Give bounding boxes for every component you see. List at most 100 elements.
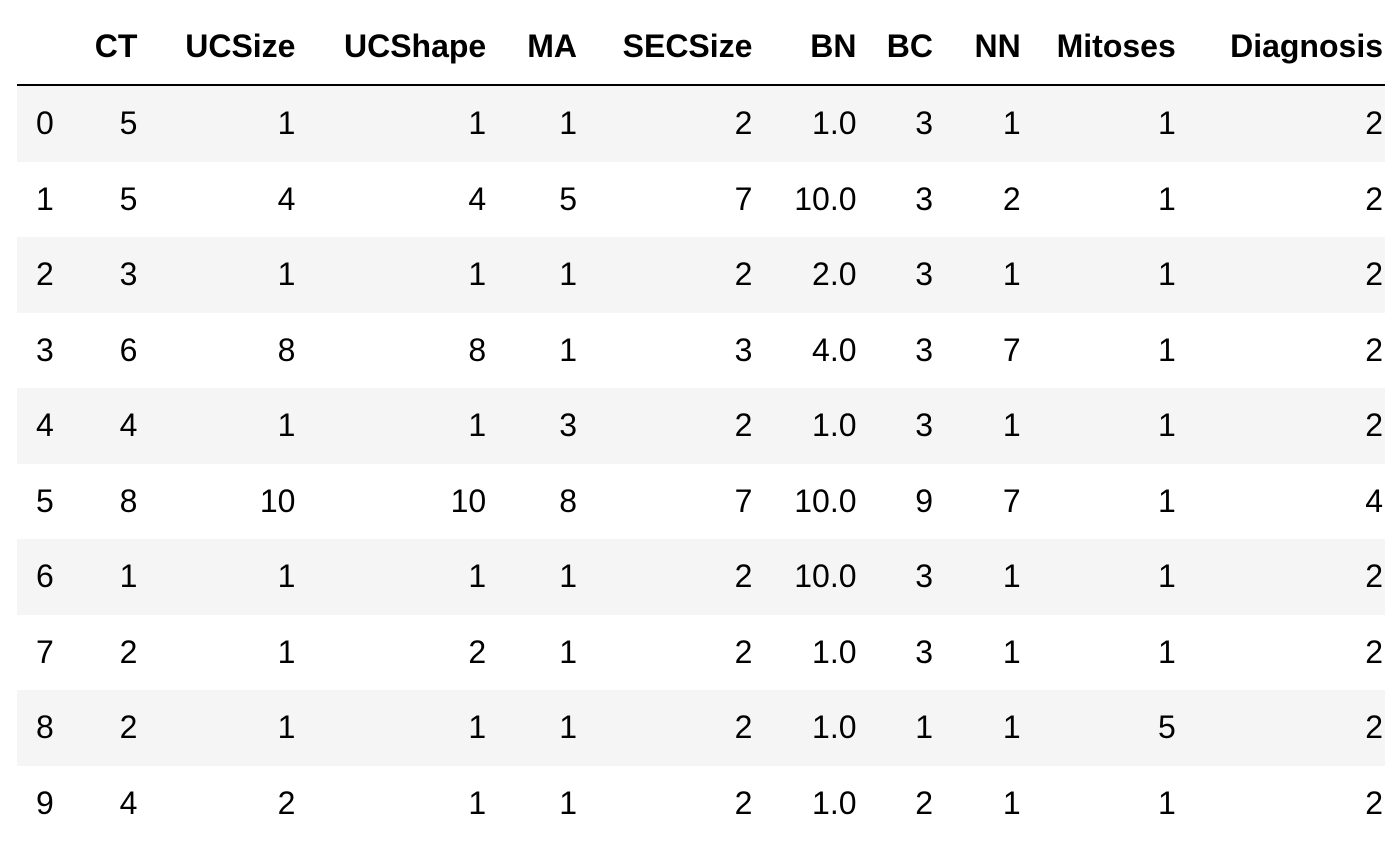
cell-ct: 4 xyxy=(119,784,138,821)
cell-ucshape: 4 xyxy=(468,180,487,217)
table-row: 5 8 10 10 8 7 10.0 9 7 1 4 xyxy=(17,463,1385,539)
cell-nn: 7 xyxy=(1002,331,1021,368)
cell-secsize: 2 xyxy=(734,709,753,746)
cell-diagnosis: 2 xyxy=(1365,633,1383,670)
cell-ucshape: 1 xyxy=(468,407,487,444)
cell-ucshape: 1 xyxy=(468,784,487,821)
cell-index: 2 xyxy=(36,256,54,293)
cell-nn: 1 xyxy=(1002,784,1021,821)
cell-bn: 10.0 xyxy=(794,558,857,595)
cell-nn: 1 xyxy=(1002,709,1021,746)
cell-index: 0 xyxy=(36,105,54,142)
dataframe-table: CT UCSize UCShape MA SECSize BN BC NN Mi… xyxy=(17,8,1385,841)
cell-ucsize: 8 xyxy=(277,331,296,368)
cell-secsize: 3 xyxy=(734,331,753,368)
cell-ct: 2 xyxy=(119,709,138,746)
cell-mitoses: 1 xyxy=(1157,331,1176,368)
cell-index: 4 xyxy=(36,407,54,444)
table-row: 7 2 1 2 1 2 1.0 3 1 1 2 xyxy=(17,614,1385,690)
cell-nn: 1 xyxy=(1002,407,1021,444)
cell-ucsize: 1 xyxy=(277,558,296,595)
cell-bc: 3 xyxy=(915,633,933,670)
cell-secsize: 2 xyxy=(734,784,753,821)
cell-bc: 3 xyxy=(915,105,933,142)
cell-bn: 2.0 xyxy=(812,256,857,293)
cell-diagnosis: 2 xyxy=(1365,180,1383,217)
cell-index: 6 xyxy=(36,558,54,595)
cell-ucshape: 1 xyxy=(468,558,487,595)
cell-ct: 4 xyxy=(119,407,138,444)
header-bn: BN xyxy=(752,8,857,86)
cell-index: 7 xyxy=(36,633,54,670)
cell-ma: 8 xyxy=(559,482,577,519)
header-ucsize: UCSize xyxy=(137,8,296,86)
cell-ma: 1 xyxy=(559,709,577,746)
header-bc: BC xyxy=(856,8,933,86)
cell-diagnosis: 2 xyxy=(1365,407,1383,444)
cell-nn: 1 xyxy=(1002,256,1021,293)
cell-bn: 1.0 xyxy=(812,709,857,746)
cell-secsize: 7 xyxy=(734,482,753,519)
table-row: 6 1 1 1 1 2 10.0 3 1 1 2 xyxy=(17,539,1385,615)
cell-diagnosis: 2 xyxy=(1365,784,1383,821)
cell-bc: 2 xyxy=(915,784,933,821)
cell-ucsize: 1 xyxy=(277,256,296,293)
cell-secsize: 2 xyxy=(734,558,753,595)
cell-ucshape: 1 xyxy=(468,256,487,293)
cell-bn: 10.0 xyxy=(794,482,857,519)
table-row: 0 5 1 1 1 2 1.0 3 1 1 2 xyxy=(17,85,1385,162)
cell-diagnosis: 4 xyxy=(1365,482,1383,519)
cell-ucsize: 1 xyxy=(277,407,296,444)
table-header: CT UCSize UCShape MA SECSize BN BC NN Mi… xyxy=(17,8,1385,86)
cell-ma: 1 xyxy=(559,331,577,368)
header-secsize: SECSize xyxy=(577,8,753,86)
cell-mitoses: 1 xyxy=(1157,407,1176,444)
cell-ucshape: 2 xyxy=(468,633,487,670)
cell-ct: 5 xyxy=(119,180,138,217)
cell-mitoses: 1 xyxy=(1157,633,1176,670)
cell-mitoses: 1 xyxy=(1157,558,1176,595)
table-row: 9 4 2 1 1 2 1.0 2 1 1 2 xyxy=(17,765,1385,841)
cell-bc: 1 xyxy=(915,709,933,746)
cell-secsize: 2 xyxy=(734,105,753,142)
cell-ma: 3 xyxy=(559,407,577,444)
cell-ct: 8 xyxy=(119,482,138,519)
cell-ucsize: 4 xyxy=(277,180,296,217)
cell-secsize: 7 xyxy=(734,180,753,217)
header-index xyxy=(17,8,74,86)
cell-bn: 10.0 xyxy=(794,180,857,217)
table-row: 1 5 4 4 5 7 10.0 3 2 1 2 xyxy=(17,161,1385,237)
cell-bc: 3 xyxy=(915,558,933,595)
cell-ma: 1 xyxy=(559,105,577,142)
cell-mitoses: 5 xyxy=(1157,709,1176,746)
cell-bn: 1.0 xyxy=(812,784,857,821)
cell-ct: 1 xyxy=(119,558,138,595)
cell-nn: 7 xyxy=(1002,482,1021,519)
header-nn: NN xyxy=(933,8,1021,86)
cell-ct: 3 xyxy=(119,256,138,293)
cell-secsize: 2 xyxy=(734,407,753,444)
cell-ucsize: 1 xyxy=(277,633,296,670)
cell-ma: 1 xyxy=(559,256,577,293)
cell-mitoses: 1 xyxy=(1157,180,1176,217)
cell-ucshape: 10 xyxy=(450,482,487,519)
header-ucshape: UCShape xyxy=(295,8,487,86)
cell-bc: 3 xyxy=(915,407,933,444)
cell-nn: 2 xyxy=(1002,180,1021,217)
cell-ucsize: 10 xyxy=(259,482,296,519)
cell-ucsize: 2 xyxy=(277,784,296,821)
cell-nn: 1 xyxy=(1002,558,1021,595)
cell-secsize: 2 xyxy=(734,633,753,670)
cell-diagnosis: 2 xyxy=(1365,709,1383,746)
cell-mitoses: 1 xyxy=(1157,784,1176,821)
cell-mitoses: 1 xyxy=(1157,256,1176,293)
header-mitoses: Mitoses xyxy=(1020,8,1176,86)
table-row: 2 3 1 1 1 2 2.0 3 1 1 2 xyxy=(17,237,1385,313)
cell-ct: 2 xyxy=(119,633,138,670)
cell-ma: 1 xyxy=(559,633,577,670)
cell-index: 1 xyxy=(36,180,54,217)
cell-mitoses: 1 xyxy=(1157,105,1176,142)
cell-bc: 3 xyxy=(915,180,933,217)
dataframe-table-container: CT UCSize UCShape MA SECSize BN BC NN Mi… xyxy=(17,8,1385,841)
cell-ucshape: 1 xyxy=(468,709,487,746)
